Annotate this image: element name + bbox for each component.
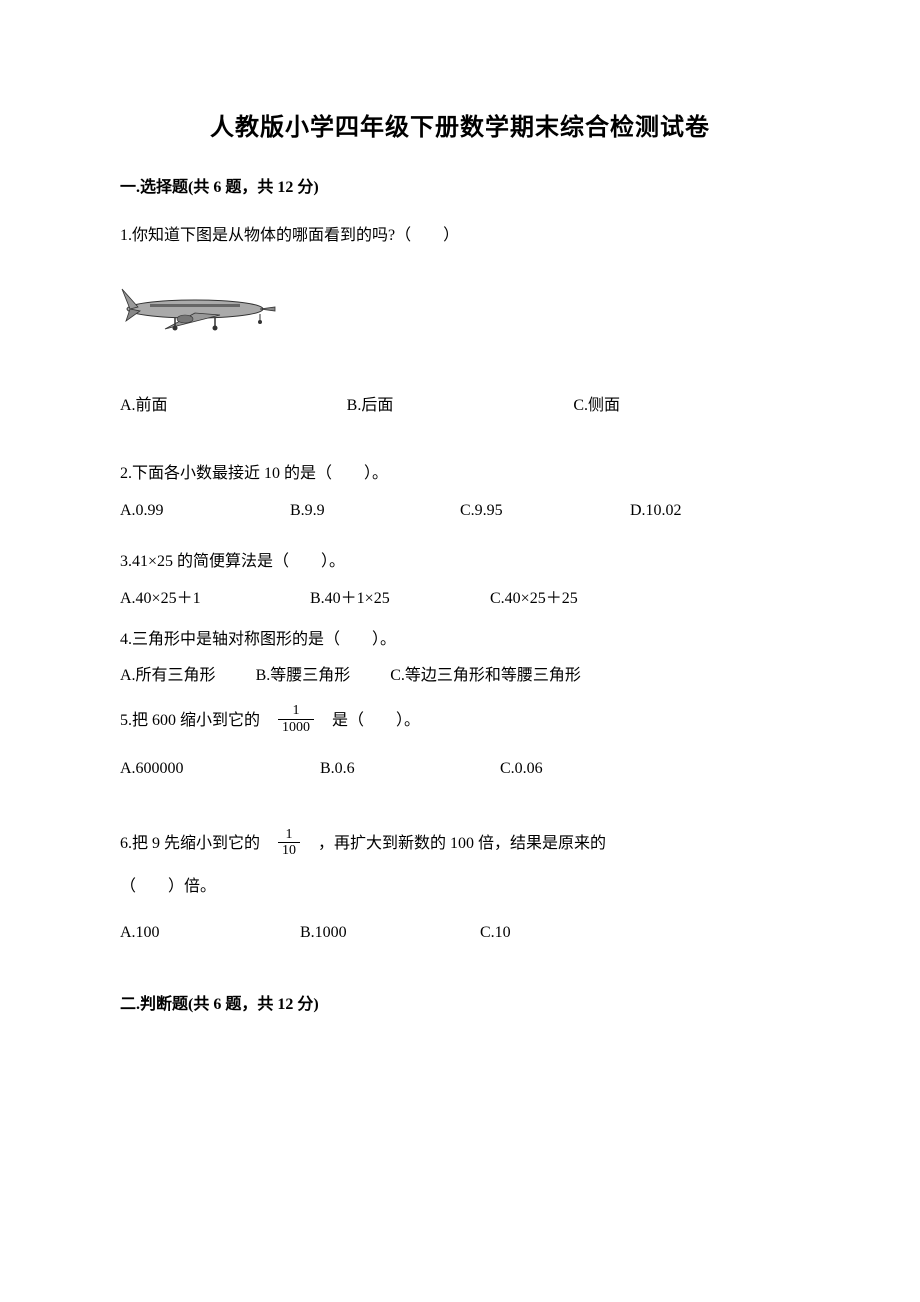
q3-opt-c: C.40×25＋25: [490, 585, 670, 614]
question-3: 3.41×25 的简便算法是（ ）。 A.40×25＋1 B.40＋1×25 C…: [120, 548, 800, 614]
question-2: 2.下面各小数最接近 10 的是（ ）。 A.0.99 B.9.9 C.9.95…: [120, 460, 800, 526]
q2-opt-a: A.0.99: [120, 497, 290, 526]
q1-opt-c: C.侧面: [573, 392, 800, 421]
airplane-image: [120, 271, 800, 352]
q6-prefix: 6.把 9 先缩小到它的: [120, 830, 260, 859]
q2-text: 2.下面各小数最接近 10 的是（ ）。: [120, 460, 800, 489]
q6-frac-den: 10: [278, 843, 300, 858]
section2-heading: 二.判断题(共 6 题，共 12 分): [120, 993, 800, 1017]
q2-opt-c: C.9.95: [460, 497, 630, 526]
q3-opt-a: A.40×25＋1: [120, 585, 310, 614]
q6-opt-a: A.100: [120, 919, 300, 948]
q2-options: A.0.99 B.9.9 C.9.95 D.10.02: [120, 497, 800, 526]
section1-heading: 一.选择题(共 6 题，共 12 分): [120, 176, 800, 200]
q1-text: 1.你知道下图是从物体的哪面看到的吗?（ ）: [120, 222, 800, 251]
question-4: 4.三角形中是轴对称图形的是（ ）。 A.所有三角形 B.等腰三角形 C.等边三…: [120, 626, 800, 692]
q5-opt-c: C.0.06: [500, 755, 680, 784]
q1-opt-b: B.后面: [347, 392, 574, 421]
q5-opt-a: A.600000: [120, 755, 320, 784]
page-title: 人教版小学四年级下册数学期末综合检测试卷: [120, 110, 800, 146]
q5-frac-num: 1: [278, 703, 314, 719]
question-5: 5.把 600 缩小到它的 1 1000 是（ ）。 A.600000 B.0.…: [120, 705, 800, 784]
q2-opt-b: B.9.9: [290, 497, 460, 526]
q6-line2: （ ）倍。: [120, 873, 800, 902]
q5-prefix: 5.把 600 缩小到它的: [120, 707, 260, 736]
q3-options: A.40×25＋1 B.40＋1×25 C.40×25＋25: [120, 585, 800, 614]
q2-opt-d: D.10.02: [630, 497, 800, 526]
question-1: 1.你知道下图是从物体的哪面看到的吗?（ ） A.前面 B.后面 C.侧面: [120, 222, 800, 420]
q6-opt-c: C.10: [480, 919, 660, 948]
q4-opt-a: A.所有三角形: [120, 662, 216, 691]
q1-opt-a: A.前面: [120, 392, 347, 421]
q6-options: A.100 B.1000 C.10: [120, 919, 800, 948]
q3-opt-b: B.40＋1×25: [310, 585, 490, 614]
q4-options: A.所有三角形 B.等腰三角形 C.等边三角形和等腰三角形: [120, 662, 800, 691]
question-6: 6.把 9 先缩小到它的 1 10 ，再扩大到新数的 100 倍，结果是原来的 …: [120, 829, 800, 948]
q4-opt-c: C.等边三角形和等腰三角形: [390, 662, 581, 691]
q5-options: A.600000 B.0.6 C.0.06: [120, 755, 800, 784]
q5-frac-den: 1000: [278, 720, 314, 735]
q5-opt-b: B.0.6: [320, 755, 500, 784]
q6-fraction: 1 10: [278, 827, 300, 859]
q4-text: 4.三角形中是轴对称图形的是（ ）。: [120, 626, 800, 655]
q6-line1: 6.把 9 先缩小到它的 1 10 ，再扩大到新数的 100 倍，结果是原来的: [120, 829, 800, 861]
q3-text: 3.41×25 的简便算法是（ ）。: [120, 548, 800, 577]
q6-opt-b: B.1000: [300, 919, 480, 948]
q5-suffix: 是（ ）。: [332, 707, 420, 736]
q5-text: 5.把 600 缩小到它的 1 1000 是（ ）。: [120, 705, 800, 737]
q6-mid: ，再扩大到新数的 100 倍，结果是原来的: [318, 830, 606, 859]
q4-opt-b: B.等腰三角形: [256, 662, 351, 691]
q1-options: A.前面 B.后面 C.侧面: [120, 392, 800, 421]
q6-frac-num: 1: [278, 827, 300, 843]
q5-fraction: 1 1000: [278, 703, 314, 735]
